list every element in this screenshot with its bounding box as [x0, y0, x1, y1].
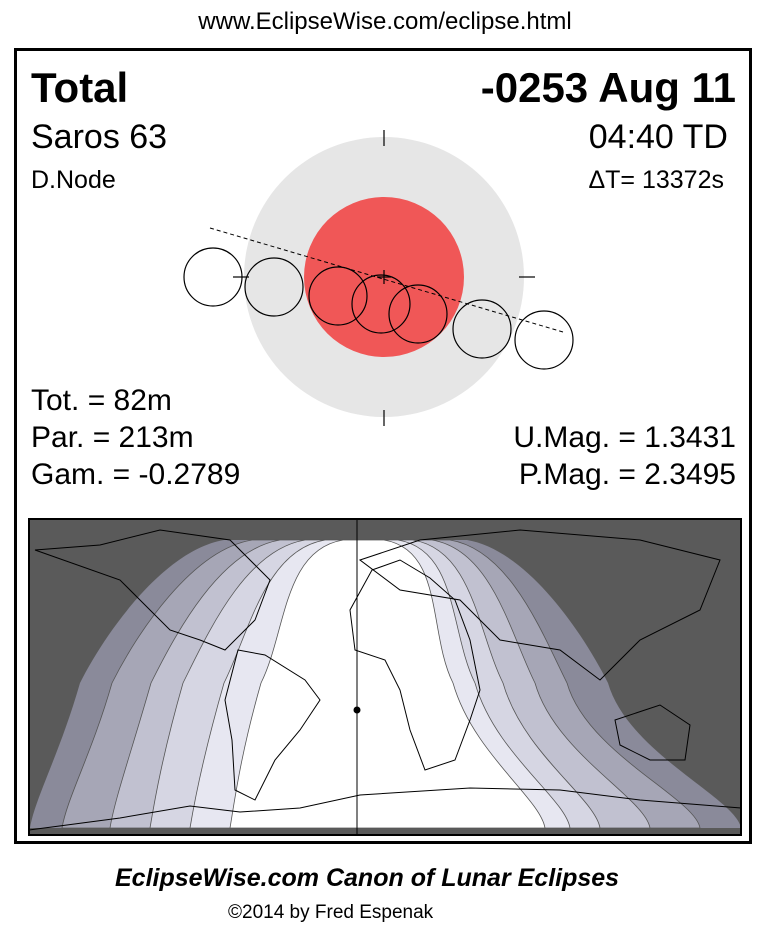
moon-positions [183, 247, 574, 370]
moon-circle [388, 284, 448, 344]
moon-circle [452, 299, 512, 359]
shadow-diagram [183, 130, 574, 426]
gamma: Gam. = -0.2789 [31, 458, 241, 491]
totality-duration: Tot. = 82m [31, 384, 172, 417]
moon-circle [308, 266, 368, 326]
eclipse-time: 04:40 TD [588, 118, 728, 156]
copyright: ©2014 by Fred Espenak [228, 902, 434, 923]
moon-circle [351, 274, 411, 334]
eclipse-date: -0253 Aug 11 [480, 64, 736, 111]
moon-circle [244, 257, 304, 317]
greatest-eclipse-point [353, 706, 361, 714]
source-url: www.EclipseWise.com/eclipse.html [198, 8, 572, 35]
visibility-map [28, 518, 742, 836]
axis-ticks [233, 130, 535, 426]
eclipse-type: Total [31, 64, 129, 111]
africa-outline [349, 559, 481, 771]
partial-duration: Par. = 213m [31, 421, 194, 454]
umbral-magnitude: U.Mag. = 1.3431 [513, 421, 736, 454]
delta-t: ΔT= 13372s [588, 166, 724, 194]
moon-circle [514, 310, 574, 370]
north-america-outline [34, 529, 271, 651]
penumbral-magnitude: P.Mag. = 2.3495 [518, 458, 736, 491]
visibility-band [229, 539, 546, 829]
south-america-outline [224, 649, 321, 801]
eurasia-outline [358, 529, 721, 681]
node: D.Node [31, 166, 116, 194]
antarctica-outline [28, 787, 742, 831]
coastlines [28, 529, 742, 831]
canon-title: EclipseWise.com Canon of Lunar Eclipses [115, 864, 620, 892]
moon-path [209, 227, 564, 333]
moon-circle [183, 247, 243, 307]
eclipse-panel [14, 48, 752, 844]
australia-outline [614, 704, 691, 761]
saros: Saros 63 [31, 118, 168, 156]
